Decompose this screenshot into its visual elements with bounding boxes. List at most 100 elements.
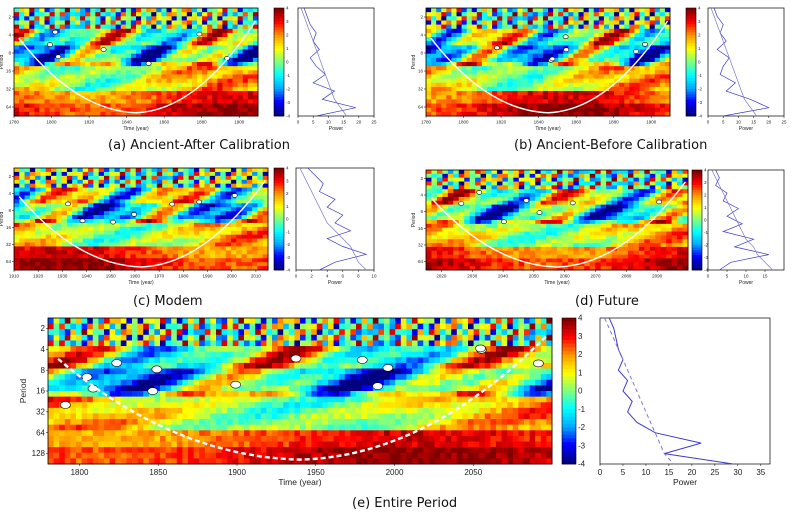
power-cell (75, 24, 81, 30)
power-cell (583, 82, 590, 88)
power-cell (548, 103, 554, 109)
power-cell (64, 74, 71, 80)
power-cell (546, 181, 553, 186)
power-cell (469, 185, 476, 190)
power-cell (61, 211, 68, 216)
power-cell (257, 171, 264, 177)
power-cell (436, 53, 442, 59)
power-cell (61, 242, 68, 247)
power-cell (553, 86, 559, 92)
power-cell (125, 45, 132, 51)
power-cell (507, 189, 514, 194)
power-cell (40, 215, 47, 220)
power-cell (436, 189, 443, 194)
power-cell (252, 238, 258, 244)
power-cell (458, 170, 465, 175)
power-cell (507, 227, 514, 233)
power-cell (29, 226, 36, 232)
power-cell (671, 181, 678, 186)
power-cell (513, 239, 520, 244)
power-cell (215, 258, 221, 263)
power-cell (217, 62, 223, 67)
power-cell (558, 78, 564, 84)
power-cell (156, 41, 162, 46)
power-cell (207, 49, 213, 55)
power-cell (542, 49, 549, 55)
power-cell (51, 183, 57, 189)
power-cell (634, 95, 640, 100)
power-cell (573, 99, 579, 105)
power-cell (584, 216, 591, 221)
power-cell (225, 191, 232, 196)
power-cell (507, 103, 513, 109)
power-cell (546, 220, 553, 225)
power-cell (529, 220, 536, 225)
colorbar-step (686, 113, 696, 117)
power-cell (257, 195, 264, 200)
power-cell (146, 199, 153, 204)
power-cell (469, 216, 476, 221)
x-tick-label: 1960 (130, 274, 141, 279)
power-cell (644, 103, 651, 109)
power-cell (72, 246, 78, 251)
power-cell (64, 57, 71, 63)
power-cell (557, 223, 563, 229)
power-cell (639, 78, 646, 84)
power-cell (563, 41, 569, 46)
power-cell (125, 168, 131, 173)
power-cell (119, 199, 126, 204)
power-cell (677, 204, 684, 209)
power-cell (146, 49, 152, 55)
power-cell (638, 170, 645, 175)
power-cell (426, 185, 432, 190)
power-cell (176, 8, 183, 13)
power-cell (546, 235, 553, 240)
power-cell (45, 195, 52, 200)
power-cell (90, 95, 96, 100)
power-cell (469, 200, 476, 206)
power-cell (34, 82, 40, 88)
power-cell (441, 12, 447, 17)
power-cell (141, 242, 147, 247)
power-cell (215, 226, 221, 232)
power-cell (197, 16, 203, 21)
power-cell (178, 199, 184, 204)
power-cell (512, 45, 518, 51)
power-cell (431, 70, 437, 75)
power-cell (156, 49, 162, 55)
power-cell (558, 62, 564, 67)
power-cell (114, 183, 121, 189)
power-cell (633, 216, 640, 221)
power-cell (639, 111, 646, 117)
power-cell (51, 222, 57, 228)
power-cell (95, 62, 101, 67)
power-cell (105, 24, 112, 30)
power-cell (469, 227, 476, 233)
power-cell (19, 175, 26, 181)
power-cell (617, 216, 623, 221)
power-cell (246, 246, 253, 251)
power-cell (558, 45, 564, 51)
power-cell (573, 74, 579, 80)
power-cell (167, 191, 174, 196)
power-cell (115, 78, 122, 84)
power-cell (639, 103, 646, 109)
power-cell (217, 20, 223, 26)
power-cell (654, 57, 661, 63)
power-cell (431, 66, 437, 71)
colorbar-step (274, 72, 284, 76)
power-cell (72, 234, 78, 240)
power-cell (35, 171, 41, 177)
power-cell (39, 53, 45, 59)
power-cell (252, 183, 258, 189)
power-cell (186, 32, 193, 38)
power-cell (186, 107, 193, 113)
power-cell (136, 28, 142, 34)
power-cell (629, 82, 635, 88)
power-cell (14, 57, 20, 63)
power-cell (252, 8, 259, 13)
power-cell (598, 99, 605, 105)
power-cell (172, 246, 179, 251)
power-cell (109, 262, 116, 267)
power-cell (486, 223, 492, 229)
